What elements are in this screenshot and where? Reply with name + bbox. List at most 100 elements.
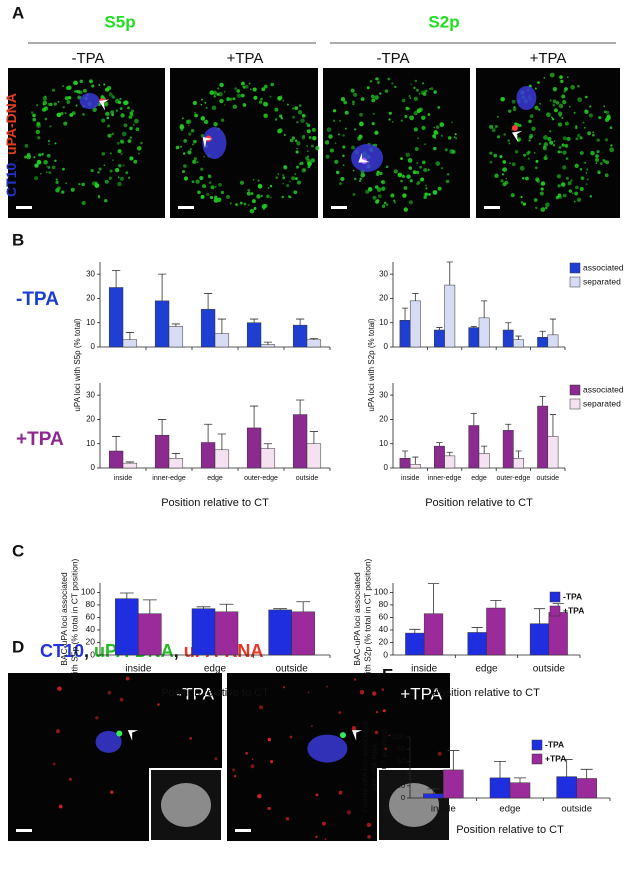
signal-dot bbox=[543, 77, 546, 79]
bar bbox=[423, 613, 444, 656]
signal-dot bbox=[79, 79, 83, 84]
signal-dot bbox=[296, 121, 299, 124]
y-tick-label: 80 bbox=[86, 599, 96, 609]
signal-dot bbox=[366, 86, 370, 90]
legend-swatch bbox=[531, 753, 543, 765]
signal-dot bbox=[236, 89, 241, 93]
signal-dot bbox=[200, 194, 205, 199]
signal-dot bbox=[183, 164, 187, 168]
signal-dot bbox=[564, 121, 569, 126]
bar bbox=[306, 443, 322, 469]
chromosome-territory bbox=[307, 734, 348, 763]
error-bar bbox=[203, 423, 213, 443]
signal-dot bbox=[590, 150, 595, 156]
signal-dot bbox=[380, 179, 386, 185]
y-tick-label: 100 bbox=[81, 587, 95, 597]
signal-dot bbox=[562, 150, 567, 155]
error-bar bbox=[295, 399, 305, 415]
signal-dot bbox=[294, 173, 297, 176]
signal-dot bbox=[66, 86, 69, 89]
error-bar bbox=[436, 327, 443, 330]
signal-dot bbox=[62, 84, 65, 88]
signal-dot bbox=[370, 94, 375, 99]
signal-dot bbox=[409, 97, 412, 100]
signal-dot bbox=[446, 173, 450, 176]
y-tick-label: 80 bbox=[397, 744, 405, 753]
signal-dot bbox=[409, 115, 414, 121]
signal-dot bbox=[107, 124, 110, 128]
signal-dot bbox=[372, 195, 377, 200]
error-bar bbox=[446, 451, 453, 456]
signal-dot bbox=[549, 130, 552, 133]
signal-dot bbox=[385, 203, 389, 206]
signal-dot bbox=[605, 110, 610, 115]
bar bbox=[444, 455, 456, 469]
y-axis-label: BAC-uPA loci associated bbox=[352, 572, 362, 666]
error-bar bbox=[171, 453, 181, 459]
signal-dot bbox=[240, 81, 245, 86]
signal-dot bbox=[253, 95, 258, 100]
signal-dot bbox=[397, 172, 403, 178]
signal-dot bbox=[408, 95, 411, 97]
signal-dot bbox=[575, 137, 579, 141]
signal-dot bbox=[534, 105, 539, 110]
signal-dot bbox=[374, 730, 379, 735]
signal-dot bbox=[560, 79, 564, 84]
error-bar bbox=[549, 318, 557, 335]
signal-dot bbox=[433, 146, 437, 151]
y-tick-label: 0 bbox=[383, 649, 388, 659]
chromosome-territory bbox=[351, 144, 384, 172]
signal-dot bbox=[58, 804, 63, 809]
signal-dot bbox=[282, 174, 285, 177]
signal-dot bbox=[592, 131, 595, 134]
signal-dot bbox=[196, 161, 199, 164]
signal-dot bbox=[388, 734, 391, 737]
signal-dot bbox=[312, 135, 317, 141]
bar bbox=[502, 329, 514, 348]
legend-label: associated bbox=[583, 262, 624, 272]
x-axis-label: Position relative to CT bbox=[456, 824, 564, 836]
signal-dot bbox=[32, 113, 36, 118]
x-axis-label: Position relative to CT bbox=[161, 497, 269, 509]
signal-dot bbox=[402, 193, 407, 198]
signal-dot bbox=[175, 145, 180, 150]
signal-dot bbox=[269, 760, 274, 764]
signal-dot bbox=[98, 167, 102, 171]
error-bar bbox=[505, 322, 512, 330]
signal-dot bbox=[294, 177, 298, 181]
error-bar bbox=[580, 768, 593, 779]
signal-dot bbox=[63, 121, 68, 126]
signal-dot bbox=[433, 130, 439, 135]
signal-dot bbox=[374, 77, 378, 81]
signal-dot bbox=[416, 161, 419, 164]
signal-dot bbox=[606, 114, 611, 119]
signal-dot bbox=[559, 75, 563, 79]
signal-dot bbox=[286, 184, 290, 188]
signal-dot bbox=[125, 676, 130, 681]
signal-dot bbox=[408, 200, 413, 205]
signal-dot bbox=[189, 148, 192, 151]
signal-dot bbox=[405, 106, 410, 111]
signal-dot bbox=[571, 192, 574, 195]
signal-dot bbox=[336, 170, 340, 175]
signal-dot bbox=[540, 181, 546, 186]
signal-dot bbox=[543, 135, 548, 140]
signal-dot bbox=[567, 181, 572, 186]
signal-dot bbox=[205, 106, 208, 109]
signal-dot bbox=[189, 736, 193, 740]
signal-dot bbox=[502, 160, 507, 164]
signal-dot bbox=[324, 140, 330, 145]
signal-dot bbox=[82, 113, 85, 116]
bar bbox=[200, 309, 216, 348]
signal-dot bbox=[213, 198, 219, 203]
signal-dot bbox=[300, 118, 305, 123]
signal-dot bbox=[223, 90, 226, 93]
legend-label: separated bbox=[583, 276, 621, 286]
error-bar bbox=[481, 445, 488, 454]
signal-dot bbox=[285, 816, 290, 821]
bar bbox=[108, 287, 124, 348]
signal-dot bbox=[188, 124, 190, 127]
y-tick-label: 20 bbox=[86, 294, 95, 303]
signal-dot bbox=[127, 176, 131, 180]
error-bar bbox=[409, 628, 421, 634]
